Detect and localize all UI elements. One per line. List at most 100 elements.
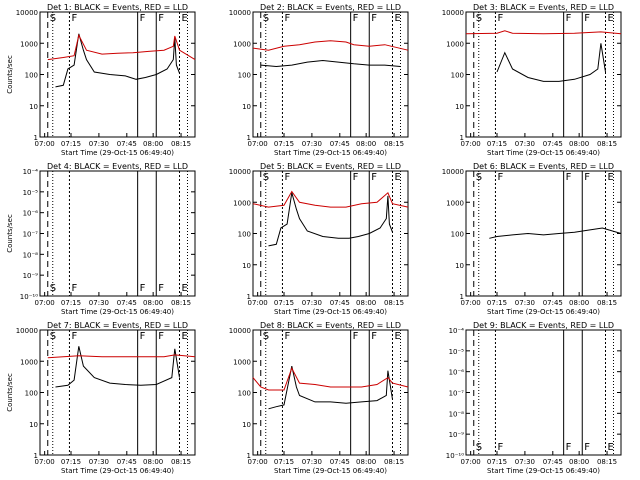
x-tick-label: 08:00 [569, 299, 589, 307]
x-tick-label: 08:00 [143, 458, 163, 466]
panel-det-1: Det 1: BLACK = Events, RED = LLD 1 10 100 10… [6, 3, 196, 157]
y-tick-label: 1000 [446, 199, 464, 207]
y-tick-label: 10000 [442, 9, 464, 17]
y-tick-label: 10 [242, 103, 251, 111]
x-tick-label: 07:30 [89, 140, 109, 148]
y-tick-label: 10000 [229, 168, 251, 176]
marker-label: E [182, 13, 188, 24]
y-tick-label: 100 [451, 72, 464, 80]
marker-label: F [371, 172, 377, 183]
x-tick-label: 07:00 [248, 458, 268, 466]
marker-label: E [608, 442, 614, 453]
y-tick-label: 1 [247, 452, 251, 460]
x-axis-label: Start Time (29-Oct-15 06:49:40) [274, 467, 387, 475]
y-tick-label: 100 [238, 72, 251, 80]
x-tick-label: 07:00 [248, 299, 268, 307]
x-tick-label: 07:15 [274, 299, 294, 307]
x-tick-label: 07:00 [461, 458, 481, 466]
x-tick-label: 07:15 [274, 140, 294, 148]
marker-label: E [395, 172, 401, 183]
marker-label: F [371, 331, 377, 342]
y-tick-label: 10000 [442, 168, 464, 176]
series-events [489, 227, 622, 239]
y-tick-label: 10 [29, 421, 38, 429]
y-tick-label: 10000 [229, 327, 251, 335]
marker-label: F [353, 172, 359, 183]
marker-label: F [566, 13, 572, 24]
x-tick-label: 08:15 [384, 458, 404, 466]
x-tick-label: 08:15 [384, 299, 404, 307]
marker-label: E [182, 331, 188, 342]
x-tick-label: 08:15 [597, 140, 617, 148]
x-tick-label: 07:00 [461, 299, 481, 307]
marker-label: F [158, 331, 164, 342]
marker-label: E [608, 172, 614, 183]
y-tick-label: 1 [460, 293, 464, 301]
x-tick-label: 08:00 [143, 140, 163, 148]
panel-det-9: Det 9: BLACK = Events, RED = LLD 10⁻¹⁰ 10⁻… [446, 321, 622, 475]
x-tick-label: 07:00 [461, 140, 481, 148]
y-tick-label: 1 [247, 134, 251, 142]
y-tick-label: 100 [238, 390, 251, 398]
marker-label: F [566, 172, 572, 183]
series-events [55, 346, 180, 388]
x-tick-label: 08:00 [143, 299, 163, 307]
x-tick-label: 07:30 [302, 458, 322, 466]
y-tick-label: 10 [29, 103, 38, 111]
y-tick-label: 10⁻⁹ [23, 272, 39, 280]
panel-title: Det 6: BLACK = Events, RED = LLD [473, 162, 614, 171]
y-tick-label: 1000 [446, 40, 464, 48]
panel-title: Det 3: BLACK = Events, RED = LLD [473, 3, 614, 12]
y-tick-label: 10000 [16, 327, 38, 335]
marker-label: F [371, 13, 377, 24]
y-tick-label: 1000 [20, 40, 38, 48]
marker-label: E [395, 331, 401, 342]
panel-title: Det 5: BLACK = Events, RED = LLD [260, 162, 401, 171]
y-tick-label: 10⁻⁴ [449, 327, 465, 335]
marker-label: F [353, 331, 359, 342]
x-tick-label: 07:00 [35, 458, 55, 466]
marker-label: E [182, 283, 188, 294]
y-tick-label: 1000 [233, 40, 251, 48]
x-tick-label: 07:30 [302, 140, 322, 148]
x-tick-label: 07:45 [543, 140, 563, 148]
y-tick-label: 10 [455, 262, 464, 270]
marker-label: F [140, 331, 146, 342]
y-tick-label: 1000 [233, 199, 251, 207]
series-lld [47, 33, 196, 61]
marker-label: E [608, 13, 614, 24]
y-axis-label: Counts/sec [6, 214, 14, 253]
x-tick-label: 07:30 [515, 140, 535, 148]
x-tick-label: 07:00 [248, 140, 268, 148]
x-axis-label: Start Time (29-Oct-15 06:49:40) [61, 149, 174, 157]
x-axis-label: Start Time (29-Oct-15 06:49:40) [487, 467, 600, 475]
marker-label: F [71, 13, 77, 24]
x-tick-label: 07:45 [117, 140, 137, 148]
panel-title: Det 2: BLACK = Events, RED = LLD [260, 3, 401, 12]
marker-label: F [584, 13, 590, 24]
y-tick-label: 1000 [20, 358, 38, 366]
x-axis-label: Start Time (29-Oct-15 06:49:40) [274, 308, 387, 316]
series-events [268, 192, 393, 247]
marker-label: F [71, 283, 77, 294]
x-tick-label: 08:00 [356, 299, 376, 307]
plot-frame [465, 11, 622, 138]
plot-frame [465, 329, 622, 456]
marker-label: F [140, 13, 146, 24]
marker-label: F [566, 442, 572, 453]
x-axis-label: Start Time (29-Oct-15 06:49:40) [487, 149, 600, 157]
y-axis-label: Counts/sec [6, 55, 14, 94]
x-tick-label: 08:15 [597, 299, 617, 307]
x-tick-label: 08:15 [384, 140, 404, 148]
panel-title: Det 1: BLACK = Events, RED = LLD [47, 3, 188, 12]
y-tick-label: 10 [242, 421, 251, 429]
marker-label: F [584, 442, 590, 453]
plot-frame [252, 329, 409, 456]
y-tick-label: 1000 [233, 358, 251, 366]
x-tick-label: 07:00 [35, 299, 55, 307]
x-axis-label: Start Time (29-Oct-15 06:49:40) [487, 308, 600, 316]
marker-label: F [497, 13, 503, 24]
plot-frame [39, 11, 196, 138]
marker-label: F [497, 172, 503, 183]
